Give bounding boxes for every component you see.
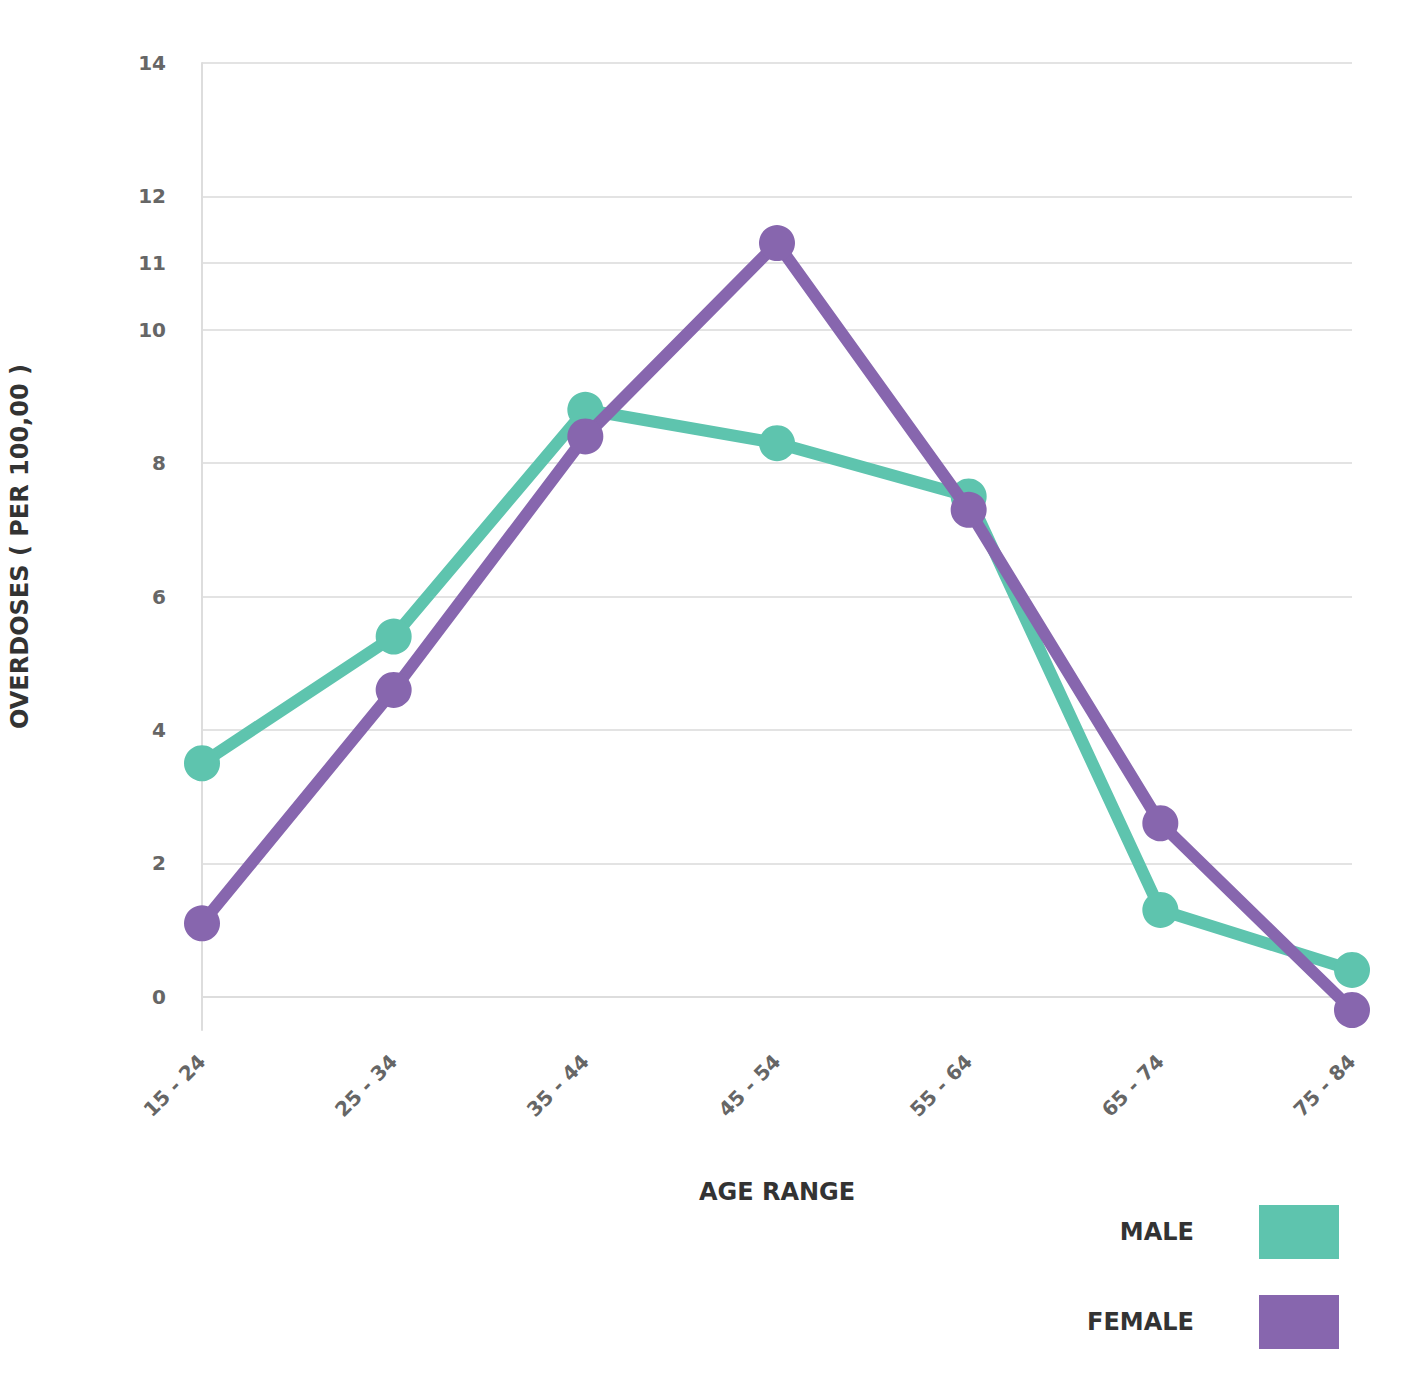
svg-text:FEMALE: FEMALE bbox=[1087, 1308, 1194, 1336]
svg-text:10: 10 bbox=[138, 318, 166, 342]
svg-text:55 - 64: 55 - 64 bbox=[905, 1050, 977, 1122]
svg-text:4: 4 bbox=[152, 718, 166, 742]
svg-text:11: 11 bbox=[138, 251, 166, 275]
svg-text:2: 2 bbox=[152, 851, 166, 875]
svg-text:12: 12 bbox=[138, 184, 166, 208]
svg-text:75 - 84: 75 - 84 bbox=[1288, 1050, 1360, 1122]
svg-text:0: 0 bbox=[152, 985, 166, 1009]
svg-text:15 - 24: 15 - 24 bbox=[138, 1050, 210, 1122]
svg-text:8: 8 bbox=[152, 451, 166, 475]
svg-text:65 - 74: 65 - 74 bbox=[1097, 1050, 1169, 1122]
svg-text:AGE RANGE: AGE RANGE bbox=[699, 1178, 855, 1206]
svg-text:MALE: MALE bbox=[1120, 1218, 1194, 1246]
svg-text:14: 14 bbox=[138, 51, 166, 75]
svg-text:35 - 44: 35 - 44 bbox=[522, 1050, 594, 1122]
svg-text:25 - 34: 25 - 34 bbox=[330, 1050, 402, 1122]
svg-text:OVERDOSES ( PER 100,00 ): OVERDOSES ( PER 100,00 ) bbox=[6, 364, 34, 729]
svg-text:45 - 54: 45 - 54 bbox=[713, 1050, 785, 1122]
svg-text:6: 6 bbox=[152, 585, 166, 609]
